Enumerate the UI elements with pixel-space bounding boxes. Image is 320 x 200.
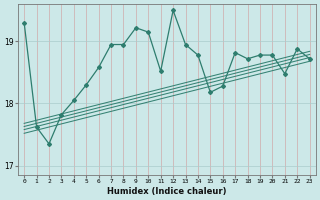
X-axis label: Humidex (Indice chaleur): Humidex (Indice chaleur)	[107, 187, 227, 196]
